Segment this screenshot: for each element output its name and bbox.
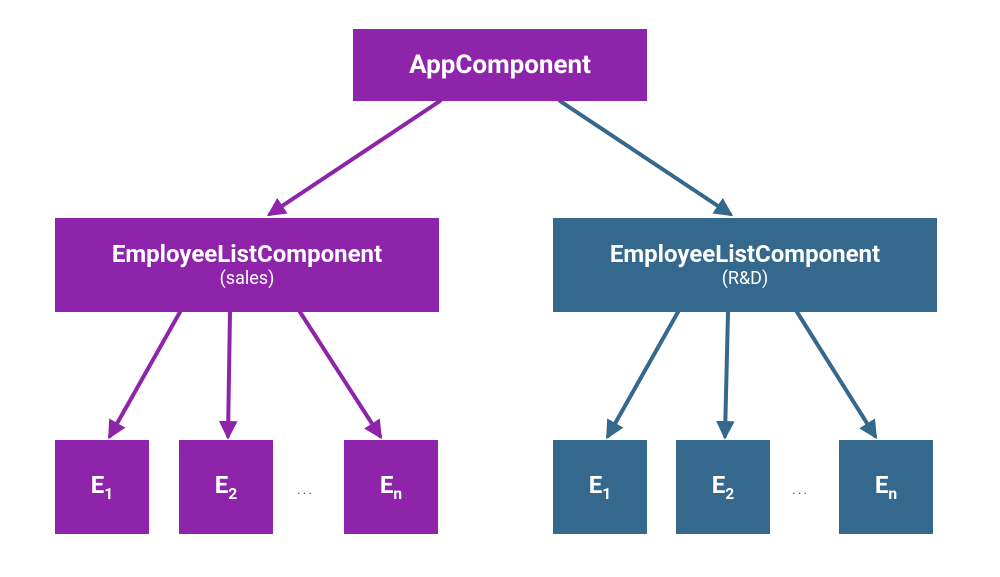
leaf-prefix: E	[91, 471, 105, 499]
node-label: EmployeeListComponent	[610, 241, 880, 267]
node-label: E1	[91, 472, 113, 503]
leaf-sub: 2	[725, 485, 734, 503]
node-employee-leaf: E1	[55, 440, 149, 534]
leaf-prefix: E	[875, 471, 889, 499]
node-employee-list-sales: EmployeeListComponent (sales)	[55, 218, 439, 312]
node-label: En	[875, 472, 897, 503]
leaf-prefix: E	[215, 471, 229, 499]
leaf-sub: 1	[602, 485, 611, 503]
node-label: E1	[589, 472, 611, 503]
node-label: E2	[215, 472, 237, 503]
leaf-sub: 1	[104, 485, 113, 503]
node-label: En	[380, 472, 402, 503]
node-employee-list-rnd: EmployeeListComponent (R&D)	[553, 218, 937, 312]
node-employee-leaf: E1	[553, 440, 647, 534]
node-employee-leaf: En	[839, 440, 933, 534]
leaf-prefix: E	[712, 471, 726, 499]
node-employee-leaf: E2	[676, 440, 770, 534]
leaf-prefix: E	[589, 471, 603, 499]
node-employee-leaf: E2	[179, 440, 273, 534]
leaf-sub: n	[888, 485, 897, 503]
node-label: E2	[712, 472, 734, 503]
leaf-prefix: E	[380, 471, 394, 499]
ellipsis-left: ...	[297, 482, 314, 498]
diagram-stage: AppComponent EmployeeListComponent (sale…	[0, 0, 1000, 577]
ellipsis-right: ...	[792, 482, 809, 498]
node-sublabel: (R&D)	[722, 269, 769, 289]
node-label: EmployeeListComponent	[112, 241, 382, 267]
node-employee-leaf: En	[344, 440, 438, 534]
node-label: AppComponent	[409, 51, 591, 80]
leaf-sub: n	[393, 485, 402, 503]
node-sublabel: (sales)	[220, 269, 275, 289]
node-app-component: AppComponent	[353, 29, 647, 101]
leaf-sub: 2	[228, 485, 237, 503]
